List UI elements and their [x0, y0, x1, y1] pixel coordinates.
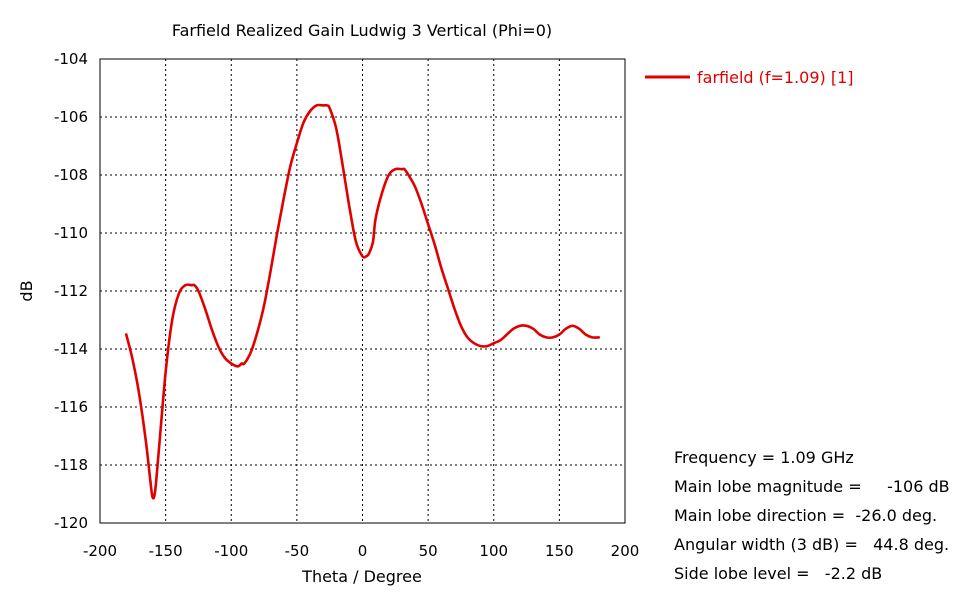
y-tick-label: -106 [54, 108, 88, 126]
grid [100, 59, 625, 523]
side-lobe-level-text: Side lobe level = -2.2 dB [674, 564, 883, 583]
x-tick-label: -50 [285, 542, 310, 560]
x-axis-label: Theta / Degree [301, 567, 422, 586]
legend-label: farfield (f=1.09) [1] [697, 68, 854, 87]
x-tick-labels: -200 -150 -100 -50 0 50 100 150 200 [83, 542, 639, 560]
y-axis-label: dB [17, 280, 36, 301]
x-tick-label: -100 [214, 542, 248, 560]
y-tick-label: -114 [54, 340, 88, 358]
y-tick-label: -108 [54, 166, 88, 184]
x-tick-label: 0 [358, 542, 368, 560]
x-tick-label: -150 [149, 542, 183, 560]
plot-frame [99, 58, 626, 524]
y-tick-labels: -104 -106 -108 -110 -112 -114 -116 -118 -120 [54, 50, 88, 532]
x-tick-label: 150 [545, 542, 574, 560]
y-tick-label: -112 [54, 282, 88, 300]
angular-width-text: Angular width (3 dB) = 44.8 deg. [674, 535, 950, 554]
main-lobe-magnitude-text: Main lobe magnitude = -106 dB [674, 477, 950, 496]
x-tick-label: 200 [611, 542, 640, 560]
chart-title: Farfield Realized Gain Ludwig 3 Vertical… [172, 21, 552, 40]
x-tick-label: 50 [419, 542, 438, 560]
farfield-summary: Frequency = 1.09 GHz Main lobe magnitude… [674, 443, 950, 588]
y-tick-label: -120 [54, 514, 88, 532]
main-lobe-direction-text: Main lobe direction = -26.0 deg. [674, 506, 938, 525]
y-tick-label: -110 [54, 224, 88, 242]
y-tick-label: -118 [54, 456, 88, 474]
x-tick-label: -200 [83, 542, 117, 560]
legend: farfield (f=1.09) [1] [645, 68, 854, 87]
x-tick-label: 100 [479, 542, 508, 560]
y-tick-label: -116 [54, 398, 88, 416]
series-line-farfield [124, 103, 601, 500]
frequency-text: Frequency = 1.09 GHz [674, 448, 854, 467]
y-tick-label: -104 [54, 50, 88, 68]
series-group [124, 103, 601, 500]
